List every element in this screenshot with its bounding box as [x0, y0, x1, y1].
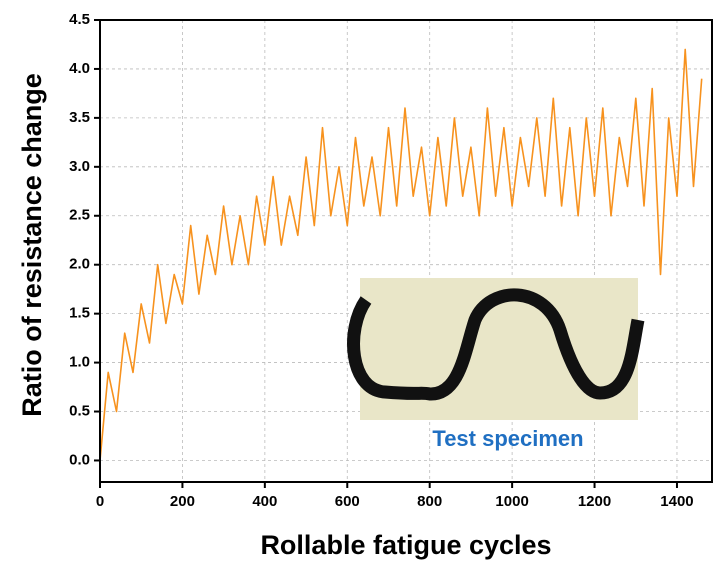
- y-tick-label: 1.0: [69, 354, 90, 371]
- x-tick-label: 600: [335, 493, 360, 510]
- x-tick-label: 1200: [578, 493, 611, 510]
- x-tick-label: 1000: [495, 493, 528, 510]
- y-tick-label: 4.0: [69, 60, 90, 77]
- y-tick-label: 4.5: [69, 11, 90, 28]
- x-tick-label: 0: [96, 493, 104, 510]
- y-tick-label: 3.0: [69, 158, 90, 175]
- data-line: [99, 48, 703, 461]
- y-tick-label: 0.5: [69, 402, 90, 419]
- y-tick-label: 0.0: [69, 451, 90, 468]
- x-tick-label: 1400: [660, 493, 693, 510]
- inset: Test specimen: [347, 278, 645, 451]
- y-tick-label: 1.5: [69, 305, 90, 322]
- plot-area: 0.0 0.5 1.0 1.5 2.0 2.5 3.0 3.5 4.0 4.5 0 200 400 600…: [69, 11, 713, 510]
- x-tick-label: 200: [170, 493, 195, 510]
- x-tick-label: 400: [252, 493, 277, 510]
- y-tick-label: 2.0: [69, 256, 90, 273]
- x-tick-label: 800: [417, 493, 442, 510]
- annotation: Test specimen: [432, 426, 583, 451]
- plot-frame: [99, 19, 713, 483]
- y-tick-label: 2.5: [69, 207, 90, 224]
- y-axis-label: Ratio of resistance change: [17, 73, 47, 417]
- inset-specimen: [347, 288, 645, 401]
- y-tick-label: 3.5: [69, 109, 90, 126]
- x-axis-label: Rollable fatigue cycles: [260, 530, 551, 560]
